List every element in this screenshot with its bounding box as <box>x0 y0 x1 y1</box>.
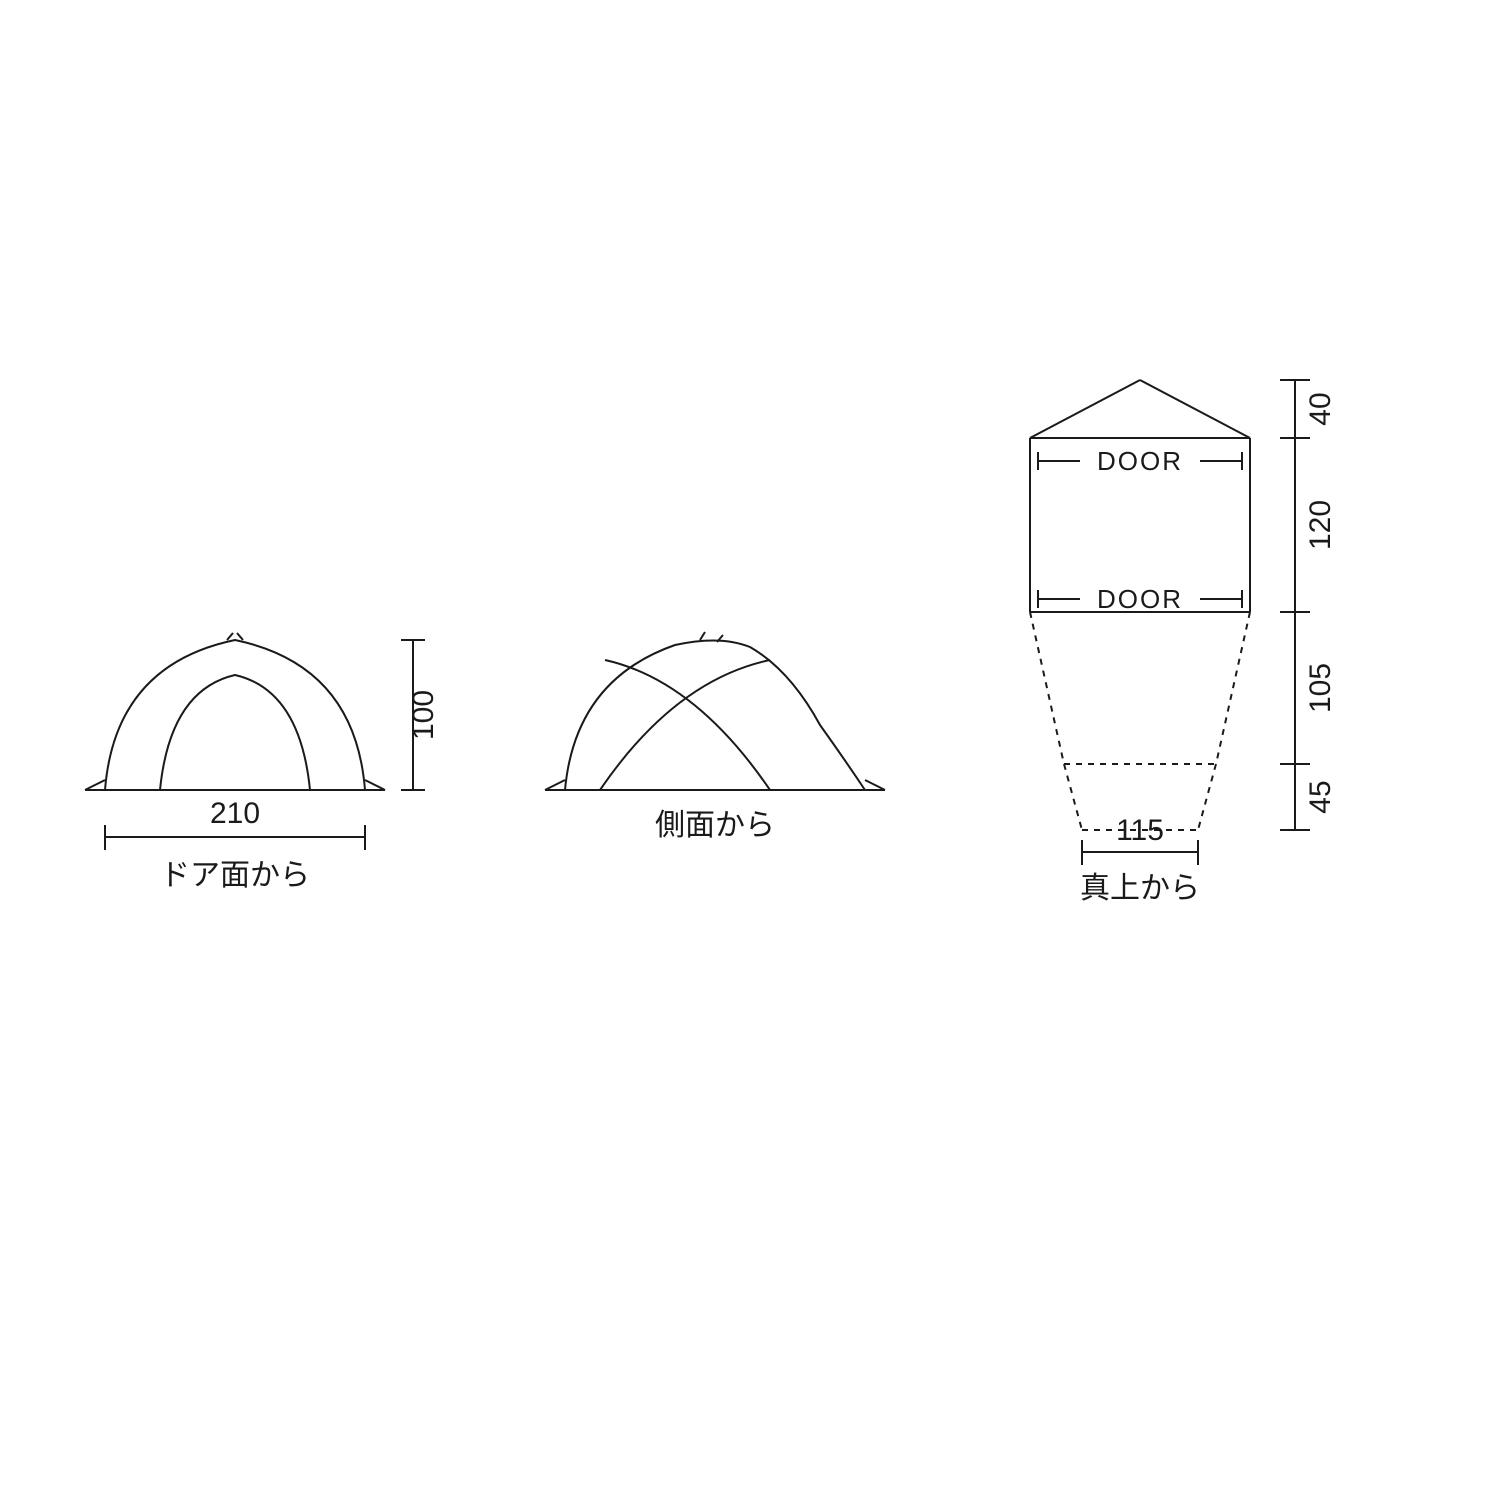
top-height-vest: 105 <box>1304 663 1337 713</box>
door-label-1: DOOR <box>1097 446 1183 476</box>
front-width-value: 210 <box>210 797 260 830</box>
top-width-value: 115 <box>1116 814 1164 847</box>
top-height-body: 120 <box>1304 500 1337 550</box>
front-view: 100 210 ドア面から <box>85 633 440 892</box>
top-view: DOOR DOOR 115 真上から 40 120 105 45 <box>1030 380 1337 905</box>
front-height-value: 100 <box>407 690 440 740</box>
front-caption: ドア面から <box>160 859 310 892</box>
tent-dimension-diagram: 100 210 ドア面から 側面から <box>0 0 1500 1500</box>
top-height-peak: 40 <box>1304 392 1337 425</box>
top-caption: 真上から <box>1080 872 1200 905</box>
door-label-2: DOOR <box>1097 584 1183 614</box>
side-caption: 側面から <box>655 809 775 842</box>
top-height-tip: 45 <box>1304 780 1337 813</box>
side-view: 側面から <box>545 632 885 842</box>
